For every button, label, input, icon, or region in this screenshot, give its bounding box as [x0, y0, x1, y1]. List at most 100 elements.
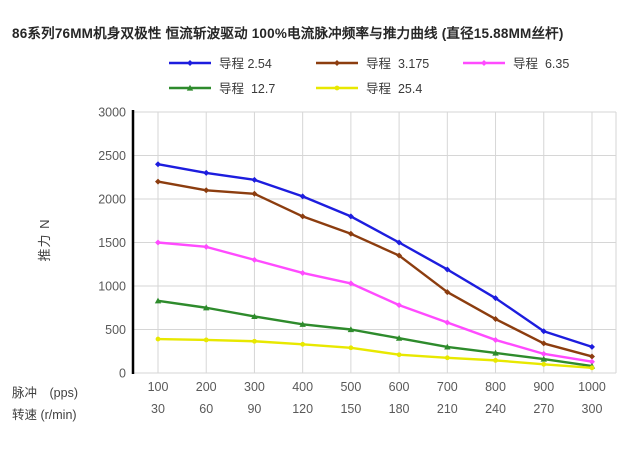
legend-marker-icon	[316, 85, 358, 90]
series-marker	[155, 161, 161, 168]
legend-marker-icon	[463, 59, 505, 66]
x-tick-pps-label: 1000	[578, 380, 606, 394]
legend-label: 导程 25.4	[366, 82, 423, 96]
series-marker	[493, 357, 498, 363]
series-marker	[444, 355, 450, 361]
series-marker	[396, 239, 403, 246]
y-tick-label: 3000	[98, 106, 126, 120]
x-tick-pps-label: 900	[533, 380, 554, 394]
y-tick-label: 1000	[98, 280, 126, 294]
series-marker	[299, 321, 306, 327]
y-tick-label: 2500	[98, 149, 126, 163]
series-marker	[492, 336, 499, 343]
series-marker	[540, 328, 547, 335]
series-marker	[444, 266, 451, 273]
series-marker	[251, 313, 258, 320]
series-marker	[203, 337, 209, 343]
series-marker	[541, 361, 547, 367]
legend-label: 导程 3.175	[366, 57, 430, 71]
series-marker	[540, 350, 547, 357]
series-marker	[588, 353, 595, 360]
y-tick-label: 500	[105, 323, 126, 337]
series-marker	[492, 349, 499, 356]
series-line	[156, 337, 594, 369]
series-marker	[203, 304, 210, 311]
x-tick-rpm-label: 150	[340, 402, 361, 416]
x-tick-rpm-label: 120	[292, 402, 313, 416]
series-marker	[444, 319, 451, 326]
series-marker	[588, 358, 595, 365]
series-marker	[251, 256, 258, 263]
legend-label: 导程 12.7	[219, 82, 276, 96]
series-marker	[396, 252, 403, 259]
x-tick-pps-label: 600	[389, 380, 410, 394]
x-tick-rpm-label: 240	[485, 402, 506, 416]
series-marker	[155, 336, 161, 342]
legend-item: 导程 3.175	[315, 51, 462, 74]
legend-marker-icon	[169, 84, 211, 91]
series-marker	[396, 352, 402, 358]
series-marker	[154, 297, 162, 304]
legend-item: 导程 6.35	[462, 51, 622, 74]
series-line	[156, 162, 594, 349]
series-marker	[347, 326, 355, 333]
y-axis-title: 推力 N	[37, 218, 53, 262]
series-marker	[203, 187, 210, 194]
x-tick-pps-label: 400	[292, 380, 313, 394]
series-marker	[395, 335, 403, 341]
x-axis-title-pulse: 脉冲 (pps)	[12, 386, 78, 400]
series-line	[156, 299, 594, 368]
x-tick-pps-label: 500	[340, 380, 361, 394]
chart-legend: 导程 2.54 导程 3.175 导程 6.35 导程 12.7 导程 25.4	[168, 51, 622, 99]
series-line	[156, 241, 594, 363]
y-tick-label: 2000	[98, 193, 126, 207]
x-tick-rpm-label: 210	[437, 402, 458, 416]
y-tick-label: 1500	[98, 236, 126, 250]
x-tick-pps-label: 800	[485, 380, 506, 394]
series-marker	[540, 355, 547, 362]
series-marker	[300, 341, 306, 347]
series-marker	[347, 213, 354, 220]
series-marker	[348, 345, 354, 351]
x-tick-rpm-label: 90	[247, 402, 261, 416]
y-tick-label: 0	[119, 367, 126, 381]
series-marker	[589, 365, 595, 371]
series-marker	[155, 178, 161, 185]
series-marker	[203, 169, 210, 176]
x-tick-pps-label: 300	[244, 380, 265, 394]
series-marker	[203, 243, 210, 250]
series-marker	[444, 289, 451, 296]
series-marker	[299, 193, 306, 200]
series-marker	[396, 302, 403, 309]
x-tick-pps-label: 700	[437, 380, 458, 394]
series-marker	[251, 190, 258, 197]
x-tick-rpm-label: 180	[389, 402, 410, 416]
x-tick-rpm-label: 270	[533, 402, 554, 416]
x-tick-pps-label: 100	[148, 380, 169, 394]
series-marker	[444, 343, 451, 350]
legend-item: 导程 2.54	[168, 51, 315, 74]
legend-label: 导程 6.35	[513, 57, 570, 71]
legend-item: 导程 12.7	[168, 76, 315, 99]
series-marker	[588, 343, 595, 350]
series-marker	[252, 338, 257, 344]
legend-label: 导程 2.54	[219, 57, 272, 71]
series-marker	[492, 295, 499, 302]
x-tick-rpm-label: 60	[199, 402, 213, 416]
series-marker	[347, 280, 354, 287]
series-marker	[299, 269, 306, 276]
x-tick-pps-label: 200	[196, 380, 217, 394]
legend-marker-icon	[316, 59, 358, 66]
legend-marker-icon	[169, 59, 211, 66]
legend-item: 导程 25.4	[315, 76, 462, 99]
series-marker	[155, 239, 161, 246]
series-marker	[492, 316, 499, 323]
x-axis-title-speed: 转速 (r/min)	[12, 408, 77, 422]
series-line	[156, 180, 594, 358]
x-tick-rpm-label: 300	[582, 402, 603, 416]
chart-title: 86系列76MM机身双极性 恒流斩波驱动 100%电流脉冲频率与推力曲线 (直径…	[12, 26, 564, 41]
series-marker	[347, 230, 354, 237]
series-marker	[299, 213, 306, 220]
